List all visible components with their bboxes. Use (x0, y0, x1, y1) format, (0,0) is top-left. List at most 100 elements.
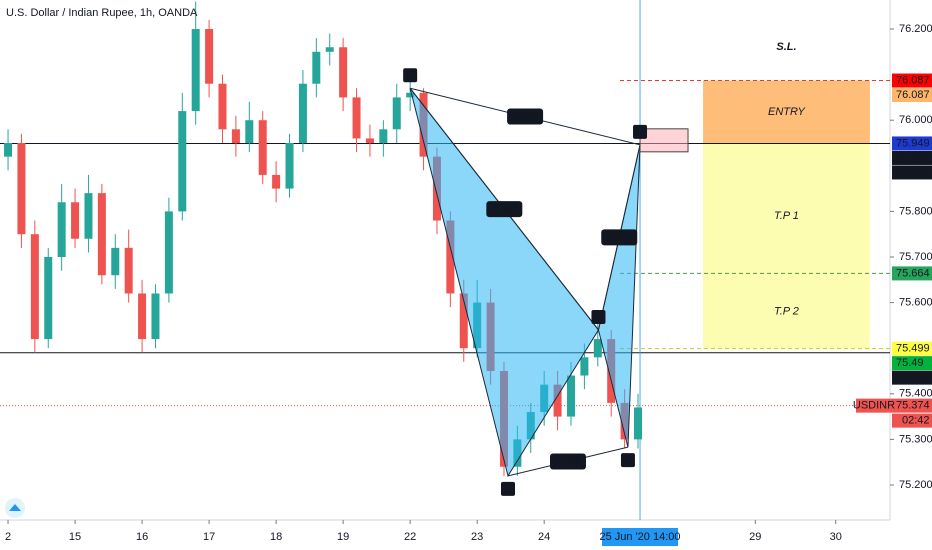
x-tick-label: 15 (69, 531, 81, 543)
candle-body (298, 83, 307, 143)
price-tag (892, 165, 932, 180)
crosshair-tag (602, 528, 679, 546)
logo-icon (9, 504, 21, 511)
x-tick-label: 30 (830, 531, 842, 543)
candle-body (352, 97, 361, 139)
ratio-label: 0.388 (491, 203, 519, 215)
point-label: X (406, 69, 414, 81)
candle-body (164, 211, 173, 294)
price-tag-label: 76.087 (896, 89, 930, 101)
ratio-box (549, 453, 586, 470)
price-tag (892, 341, 932, 356)
x-tick-label: 19 (337, 531, 349, 543)
price-tag (892, 150, 932, 165)
price-tag (892, 356, 932, 371)
candle-body (566, 375, 575, 417)
zone-label: T.P 1 (774, 210, 799, 222)
candle-body (446, 220, 455, 294)
x-tick-label: 22 (404, 531, 416, 543)
y-tick-label: 76.000 (899, 114, 932, 126)
ratio-label: 0.877 (511, 110, 539, 122)
candle-body (339, 47, 348, 98)
price-tag-label: 76.087 (896, 74, 930, 86)
candle-body (44, 256, 53, 340)
d-zone (639, 128, 689, 153)
candle-body (379, 129, 388, 143)
candle-body (30, 234, 39, 340)
x-tick-label: 17 (203, 531, 215, 543)
candle-body (365, 138, 374, 143)
price-tag-label: 75.499 (896, 343, 930, 355)
candle-body (312, 51, 321, 84)
candle-body (634, 407, 643, 440)
ratio-box (601, 229, 638, 246)
price-tag (892, 398, 932, 413)
candle-body (580, 357, 589, 376)
zone (703, 143, 870, 349)
price-tag-label: 75.481 (896, 372, 930, 384)
candle-body (4, 142, 13, 157)
point-box (403, 68, 418, 83)
x-tick-label: 2 (5, 531, 11, 543)
y-tick-label: 75.300 (899, 433, 932, 445)
zone (703, 80, 870, 144)
zone-label: ENTRY (768, 106, 806, 118)
price-tag-label: 75.949 (896, 137, 930, 149)
x-tick-label: 24 (538, 531, 550, 543)
point-box (620, 453, 635, 468)
y-tick-label: 75.400 (899, 388, 932, 400)
candle-body (325, 47, 334, 52)
crosshair-label: 25 Jun '20 14:00 (600, 531, 681, 543)
ratio-box (507, 108, 544, 125)
candle-body (218, 83, 227, 130)
point-label: A (504, 483, 512, 495)
candle-body (245, 120, 254, 143)
y-tick-label: 75.700 (899, 251, 932, 263)
candle-body (151, 293, 160, 340)
symbol-tag (856, 398, 892, 413)
candle-body (205, 29, 214, 84)
candle-body (124, 247, 133, 294)
x-tick-label: 29 (749, 531, 761, 543)
candle-body (57, 202, 66, 257)
price-tag (892, 88, 932, 103)
ratio-label: 0.786 (554, 455, 582, 467)
candle-body (84, 193, 93, 239)
chart-title: U.S. Dollar / Indian Rupee, 1h, OANDA (6, 7, 198, 19)
price-tag-label: 75.936 (896, 166, 930, 178)
x-tick-label: 16 (136, 531, 148, 543)
price-tag (892, 73, 932, 88)
candle-body (258, 120, 267, 175)
candle-body (17, 142, 26, 235)
plot: ENTRY T.P 1 T.P 2 S.L. 0.877 0.388 2.606 0.786 X… (0, 0, 890, 520)
point-label: C (624, 454, 632, 466)
x-tick-label: 23 (471, 531, 483, 543)
candle-body (111, 247, 120, 276)
tp2-label: T.P 2 (774, 306, 799, 318)
price-tag (892, 370, 932, 385)
price-tag-label: 75.49 (896, 357, 924, 369)
price-tag-label: 75.664 (896, 267, 930, 279)
candle-body (593, 339, 602, 358)
price-tag-label: 75.948 (896, 152, 930, 164)
candle-body (285, 142, 294, 189)
symbol-tag-label: USDINR (853, 400, 895, 412)
y-tick-label: 75.600 (899, 296, 932, 308)
candle-body (231, 129, 240, 143)
candle-body (553, 384, 562, 417)
candle-body (71, 202, 80, 239)
point-box (500, 481, 515, 496)
x-tick-label: 18 (270, 531, 282, 543)
ratio-box (486, 201, 523, 218)
countdown-tag (892, 413, 932, 428)
point-label: D (636, 126, 644, 138)
candle-body (459, 293, 468, 349)
price-tag-label: 75.374 (896, 400, 930, 412)
candle-body (97, 193, 106, 276)
price-tag (892, 266, 932, 281)
countdown-label: 02:42 (902, 415, 930, 427)
y-tick-label: 76.200 (899, 23, 932, 35)
candle-body (272, 174, 281, 189)
candle-body (406, 92, 415, 98)
